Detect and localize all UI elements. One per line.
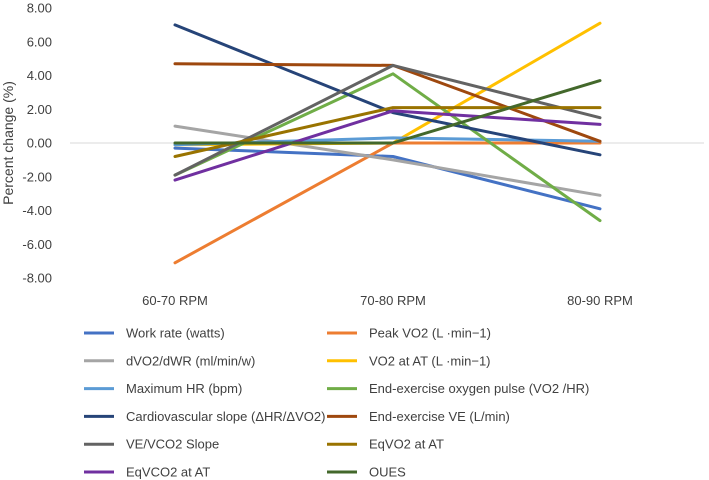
series-line-7 (173, 23, 602, 157)
x-axis-ticks: 60-70 RPM 70-80 RPM 80-90 RPM (142, 293, 633, 308)
legend-label: dVO2/dWR (ml/min/w) (126, 353, 255, 368)
series-line-4 (173, 21, 602, 147)
legend-label: Peak VO2 (L ·min−1) (369, 326, 491, 341)
legend-label: End-exercise VE (L/min) (369, 409, 510, 424)
series-line-11 (173, 109, 602, 182)
x-tick-label: 80-90 RPM (567, 293, 633, 308)
series-line-12 (173, 79, 602, 145)
x-tick-label: 60-70 RPM (142, 293, 208, 308)
legend-label: Maximum HR (bpm) (126, 381, 242, 396)
y-tick-label: 2.00 (27, 102, 52, 117)
series-line-1 (173, 146, 602, 211)
y-tick-label: -4.00 (22, 203, 52, 218)
series-line-10 (173, 106, 602, 158)
series-lines (173, 21, 602, 265)
y-tick-label: -6.00 (22, 237, 52, 252)
y-tick-label: 6.00 (27, 34, 52, 49)
legend-label: VO2 at AT (L ·min−1) (369, 353, 491, 368)
y-tick-label: -8.00 (22, 271, 52, 286)
legend-label: EqVO2 at AT (369, 437, 444, 452)
legend-label: OUES (369, 465, 406, 480)
y-tick-label: 8.00 (27, 1, 52, 16)
legend-label: End-exercise oxygen pulse (VO2 /HR) (369, 381, 589, 396)
y-axis-title: Percent change (%) (0, 81, 16, 205)
legend-label: Work rate (watts) (126, 326, 225, 341)
legend-label: Cardiovascular slope (ΔHR/ΔVO2) (126, 409, 325, 424)
y-tick-label: -2.00 (22, 169, 52, 184)
legend-label: VE/VCO2 Slope (126, 437, 219, 452)
legend-label: EqVCO2 at AT (126, 465, 210, 480)
y-axis-ticks: -8.00 -6.00 -4.00 -2.00 0.00 2.00 4.00 6.00 8.00 (22, 1, 52, 286)
y-tick-label: 4.00 (27, 68, 52, 83)
legend: Work rate (watts) Peak VO2 (L ·min−1) dVO2… (84, 326, 589, 480)
y-tick-label: 0.00 (27, 136, 52, 151)
x-tick-label: 70-80 RPM (360, 293, 426, 308)
